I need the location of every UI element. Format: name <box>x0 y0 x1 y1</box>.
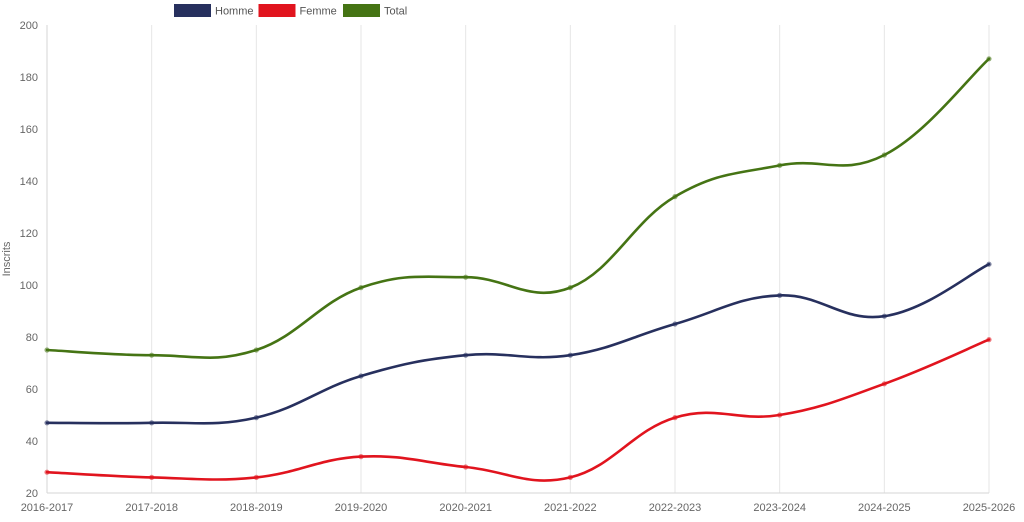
data-point-total <box>881 152 887 158</box>
y-tick-label: 40 <box>26 436 38 448</box>
legend-label-homme: Homme <box>215 6 254 18</box>
series-line-total <box>45 57 991 360</box>
data-point-femme <box>672 415 678 421</box>
data-point-total <box>986 56 992 62</box>
legend-swatch-homme <box>174 4 211 17</box>
data-point-homme <box>358 373 364 379</box>
x-tick-label: 2020-2021 <box>439 502 492 514</box>
series-layer <box>44 56 992 482</box>
data-point-homme <box>149 420 155 426</box>
data-point-homme <box>777 292 783 298</box>
data-point-femme <box>149 474 155 480</box>
data-point-femme <box>986 337 992 343</box>
y-tick-label: 140 <box>20 176 38 188</box>
x-tick-label: 2016-2017 <box>21 502 74 514</box>
data-point-femme <box>881 381 887 387</box>
legend-swatch-femme <box>258 4 296 17</box>
data-point-femme <box>44 469 50 475</box>
y-axis-title: Inscrits <box>1 241 13 276</box>
legend-label-total: Total <box>384 6 407 18</box>
data-point-total <box>149 352 155 358</box>
data-point-homme <box>881 313 887 319</box>
data-point-total <box>44 347 50 353</box>
data-point-homme <box>567 352 573 358</box>
x-tick-label: 2021-2022 <box>544 502 597 514</box>
y-tick-label: 100 <box>20 280 38 292</box>
x-tick-label: 2024-2025 <box>858 502 911 514</box>
data-point-femme <box>358 454 364 460</box>
y-tick-label: 120 <box>20 228 38 240</box>
x-tick-label: 2023-2024 <box>753 502 806 514</box>
data-point-femme <box>777 412 783 418</box>
data-point-total <box>358 285 364 291</box>
y-tick-label: 180 <box>20 72 38 84</box>
data-point-total <box>777 162 783 168</box>
data-point-femme <box>463 464 469 470</box>
data-point-total <box>567 285 573 291</box>
legend-swatch-total <box>343 4 380 17</box>
y-tick-label: 200 <box>20 20 38 32</box>
data-point-homme <box>44 420 50 426</box>
data-point-total <box>253 347 259 353</box>
y-tick-label: 160 <box>20 124 38 136</box>
x-tick-label: 2022-2023 <box>649 502 702 514</box>
x-tick-label: 2017-2018 <box>125 502 178 514</box>
legend: Homme Femme Total <box>174 4 407 18</box>
axes: 20 40 60 80 100 120 140 160 180 200 2016-2017 2017-… <box>20 20 1016 514</box>
data-point-femme <box>567 474 573 480</box>
data-point-homme <box>986 261 992 267</box>
x-tick-label: 2018-2019 <box>230 502 283 514</box>
data-point-homme <box>672 321 678 327</box>
data-point-homme <box>253 415 259 421</box>
data-point-total <box>463 274 469 280</box>
data-point-homme <box>463 352 469 358</box>
data-point-femme <box>253 474 259 480</box>
series-line-homme <box>45 262 991 425</box>
data-point-total <box>672 194 678 200</box>
y-tick-label: 80 <box>26 332 38 344</box>
legend-label-femme: Femme <box>300 6 337 18</box>
x-tick-label: 2025-2026 <box>963 502 1016 514</box>
x-tick-label: 2019-2020 <box>335 502 388 514</box>
y-tick-label: 20 <box>26 488 38 500</box>
grid <box>46 25 990 493</box>
series-line-femme <box>45 338 991 482</box>
y-tick-label: 60 <box>26 384 38 396</box>
